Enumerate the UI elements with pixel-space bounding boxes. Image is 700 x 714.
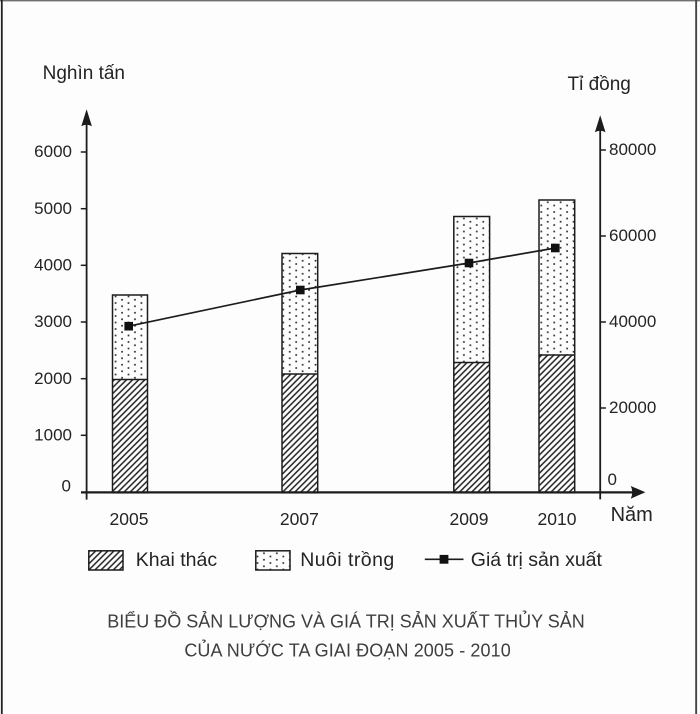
svg-text:80000: 80000 <box>609 140 656 159</box>
svg-text:40000: 40000 <box>609 312 656 331</box>
svg-text:Khai thác: Khai thác <box>136 549 218 571</box>
svg-text:Nghìn tấn: Nghìn tấn <box>43 63 125 84</box>
svg-text:Giá trị sản xuất: Giá trị sản xuất <box>471 549 603 571</box>
svg-text:2000: 2000 <box>34 369 72 388</box>
svg-text:0: 0 <box>608 470 617 489</box>
svg-text:2010: 2010 <box>538 509 577 529</box>
svg-text:5000: 5000 <box>34 199 72 218</box>
svg-text:20000: 20000 <box>609 398 656 417</box>
svg-text:BIỂU ĐỒ SẢN LƯỢNG VÀ GIÁ TRỊ S: BIỂU ĐỒ SẢN LƯỢNG VÀ GIÁ TRỊ SẢN XUẤT TH… <box>107 611 585 632</box>
svg-text:CỦA NƯỚC TA GIAI ĐOẠN 2005 - 2: CỦA NƯỚC TA GIAI ĐOẠN 2005 - 2010 <box>184 639 511 660</box>
svg-text:3000: 3000 <box>34 312 72 331</box>
svg-text:2009: 2009 <box>450 509 489 529</box>
svg-text:2007: 2007 <box>280 509 319 529</box>
svg-text:4000: 4000 <box>34 256 72 275</box>
svg-text:1000: 1000 <box>34 426 72 445</box>
svg-text:Nuôi trồng: Nuôi trồng <box>300 549 394 571</box>
svg-text:60000: 60000 <box>609 226 656 245</box>
svg-text:2005: 2005 <box>110 509 149 529</box>
svg-text:Tỉ đồng: Tỉ đồng <box>568 74 631 95</box>
svg-text:Năm: Năm <box>611 504 653 526</box>
svg-text:6000: 6000 <box>34 142 72 161</box>
svg-text:0: 0 <box>62 477 71 496</box>
